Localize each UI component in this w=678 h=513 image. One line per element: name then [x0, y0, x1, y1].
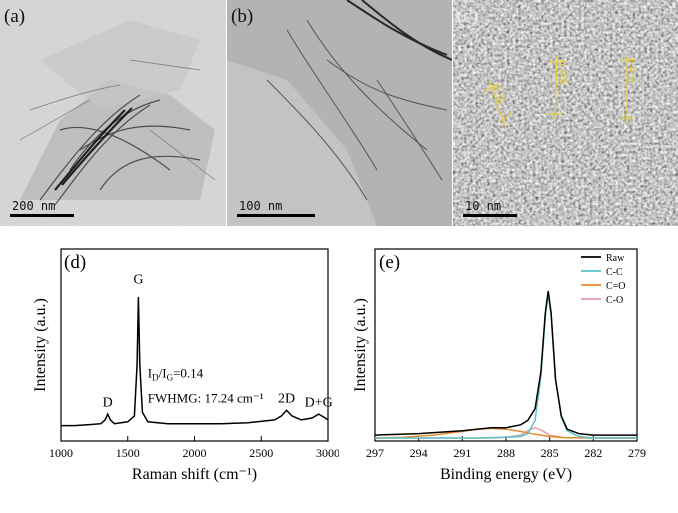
raman-x-tick-label: 3000	[316, 446, 339, 460]
panel-label-b: (b)	[231, 6, 253, 27]
xps-x-axis-label: Binding energy (eV)	[440, 466, 572, 483]
xps-legend-label: C-C	[606, 267, 623, 278]
tem-panel-b: (b) 100 nm	[227, 0, 452, 226]
xps-series-c-c	[375, 293, 637, 439]
xps-x-tick-label: 291	[453, 446, 471, 460]
fringe-label-2: 0.408	[556, 60, 569, 86]
xps-legend-label: C-O	[606, 295, 623, 306]
scale-bar-a	[10, 214, 74, 217]
lattice-marker-2	[548, 55, 563, 121]
xps-x-tick-label: 288	[497, 446, 515, 460]
xps-x-tick-label: 294	[410, 446, 428, 460]
xps-x-tick-label: 297	[366, 446, 384, 460]
lattice-marker-1	[482, 79, 512, 127]
raman-x-axis-label: Raman shift (cm⁻¹)	[132, 466, 257, 483]
scale-bar-b	[237, 214, 315, 217]
tem-image-a: (a) 200 nm	[0, 0, 226, 226]
panel-label-c: (c)	[457, 6, 478, 27]
raman-series-line	[61, 296, 329, 427]
xps-legend-label: C=O	[606, 281, 626, 292]
raman-peak-label: 2D	[278, 392, 295, 407]
raman-chart: 1000 1500 2000 2500 3000 G D 2D D+G (d) ID/IG=0…	[0, 235, 340, 508]
xps-plot-frame	[374, 248, 638, 442]
xps-legend: Raw C-C C=O C-O	[581, 253, 626, 306]
tem-panel-a: (a) 200 nm	[0, 0, 226, 226]
xps-x-tick-label: 282	[584, 446, 602, 460]
raman-peak-label: D	[103, 395, 113, 410]
xps-series-raw	[374, 290, 637, 436]
tem-panel-c: 0.36 0.408 0.478 (c) 10 nm	[453, 0, 678, 226]
raman-x-tick-label: 2500	[249, 446, 273, 460]
raman-x-tick-label: 1000	[49, 446, 73, 460]
scale-text-a: 200 nm	[12, 199, 55, 213]
xps-x-tick-label: 285	[541, 446, 559, 460]
raman-peak-label: D+G	[305, 395, 333, 410]
xps-chart: 297 294 291 288 285 282 279 Raw C-C C=O C-O (e) B…	[339, 235, 678, 508]
fringe-label-1: 0.36	[490, 83, 508, 105]
scale-bar-c	[463, 214, 517, 217]
lattice-marker-3	[621, 56, 633, 122]
fringe-label-3: 0.478	[626, 58, 638, 83]
scale-text-b: 100 nm	[239, 199, 282, 213]
panel-label-a: (a)	[4, 6, 25, 27]
scale-text-c: 10 nm	[465, 199, 501, 213]
tem-image-b: (b) 100 nm	[227, 0, 452, 226]
xps-x-tick-label: 279	[628, 446, 646, 460]
xps-series-c-o	[374, 427, 637, 439]
xps-legend-label: Raw	[606, 253, 625, 264]
panel-label-d: (d)	[64, 252, 86, 273]
raman-x-tick-label: 2000	[183, 446, 207, 460]
xps-y-axis-label: Intensity (a.u.)	[352, 298, 369, 392]
raman-peak-label: G	[133, 273, 143, 288]
panel-label-e: (e)	[379, 252, 400, 273]
tem-image-c: 0.36 0.408 0.478 (c) 10 nm	[453, 0, 678, 226]
fwhm-text: FWHMG: 17.24 cm⁻¹	[148, 391, 264, 406]
id-ig-ratio-text: ID/IG=0.14	[148, 366, 204, 383]
raman-x-tick-label: 1500	[116, 446, 140, 460]
raman-y-axis-label: Intensity (a.u.)	[32, 298, 49, 392]
